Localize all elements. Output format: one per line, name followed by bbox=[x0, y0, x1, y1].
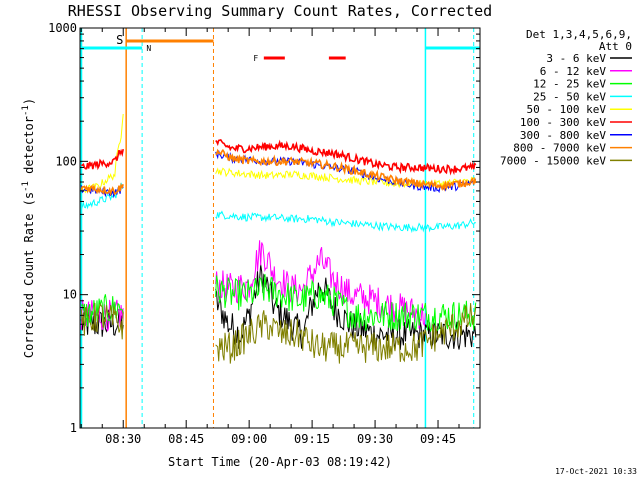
series-line bbox=[215, 240, 426, 329]
series-group bbox=[80, 28, 480, 428]
series-line bbox=[80, 113, 124, 194]
series-line bbox=[80, 302, 124, 340]
legend-label: 800 - 7000 keV bbox=[513, 142, 606, 155]
series-line bbox=[81, 148, 124, 171]
x-axis-label: Start Time (20-Apr-03 08:19:42) bbox=[168, 455, 392, 469]
x-axis: 08:30 08:45 09:00 09:15 09:30 09:45 bbox=[80, 28, 481, 446]
series-line bbox=[215, 210, 476, 234]
x-tick-label: 09:15 bbox=[294, 432, 330, 446]
plot-area: S N F bbox=[80, 28, 480, 428]
legend-label: 3 - 6 keV bbox=[546, 52, 606, 65]
legend-header-1: Det 1,3,4,5,6,9, bbox=[526, 28, 632, 41]
y-axis: 1 10 100 1000 bbox=[48, 21, 480, 435]
legend-label: 100 - 300 keV bbox=[520, 116, 606, 129]
y-axis-label: Corrected Count Rate (s-1 detector-1) bbox=[21, 98, 36, 358]
series-line bbox=[80, 182, 124, 197]
legend-header-2: Att 0 bbox=[599, 40, 632, 53]
x-tick-label: 08:45 bbox=[168, 432, 204, 446]
x-tick-label: 09:30 bbox=[357, 432, 393, 446]
footer-date: 17-Oct-2021 10:33 bbox=[555, 467, 637, 476]
y-tick-label: 100 bbox=[55, 154, 77, 168]
x-tick-label: 09:00 bbox=[231, 432, 267, 446]
chart-title: RHESSI Observing Summary Count Rates, Co… bbox=[68, 2, 492, 20]
series-line bbox=[80, 299, 124, 332]
series-line bbox=[215, 274, 477, 333]
legend-label: 300 - 800 keV bbox=[520, 129, 606, 142]
plot-frame bbox=[79, 27, 481, 429]
x-tick-label: 09:45 bbox=[420, 432, 456, 446]
flag-label-s: S bbox=[116, 33, 123, 47]
series-line bbox=[215, 303, 477, 364]
legend-label: 25 - 50 keV bbox=[533, 90, 606, 103]
y-tick-label: 1000 bbox=[48, 21, 77, 35]
x-tick-label: 08:30 bbox=[105, 432, 141, 446]
legend-label: 6 - 12 keV bbox=[540, 65, 607, 78]
series-line bbox=[80, 182, 124, 210]
flag-label-f: F bbox=[253, 54, 258, 63]
legend-label: 7000 - 15000 keV bbox=[500, 154, 606, 167]
y-tick-label: 10 bbox=[63, 288, 77, 302]
series-line bbox=[215, 148, 477, 192]
legend-label: 50 - 100 keV bbox=[527, 103, 607, 116]
legend-label: 12 - 25 keV bbox=[533, 78, 606, 91]
flag-label-n: N bbox=[146, 44, 151, 53]
y-tick-label: 1 bbox=[70, 421, 77, 435]
series-line bbox=[215, 138, 477, 176]
